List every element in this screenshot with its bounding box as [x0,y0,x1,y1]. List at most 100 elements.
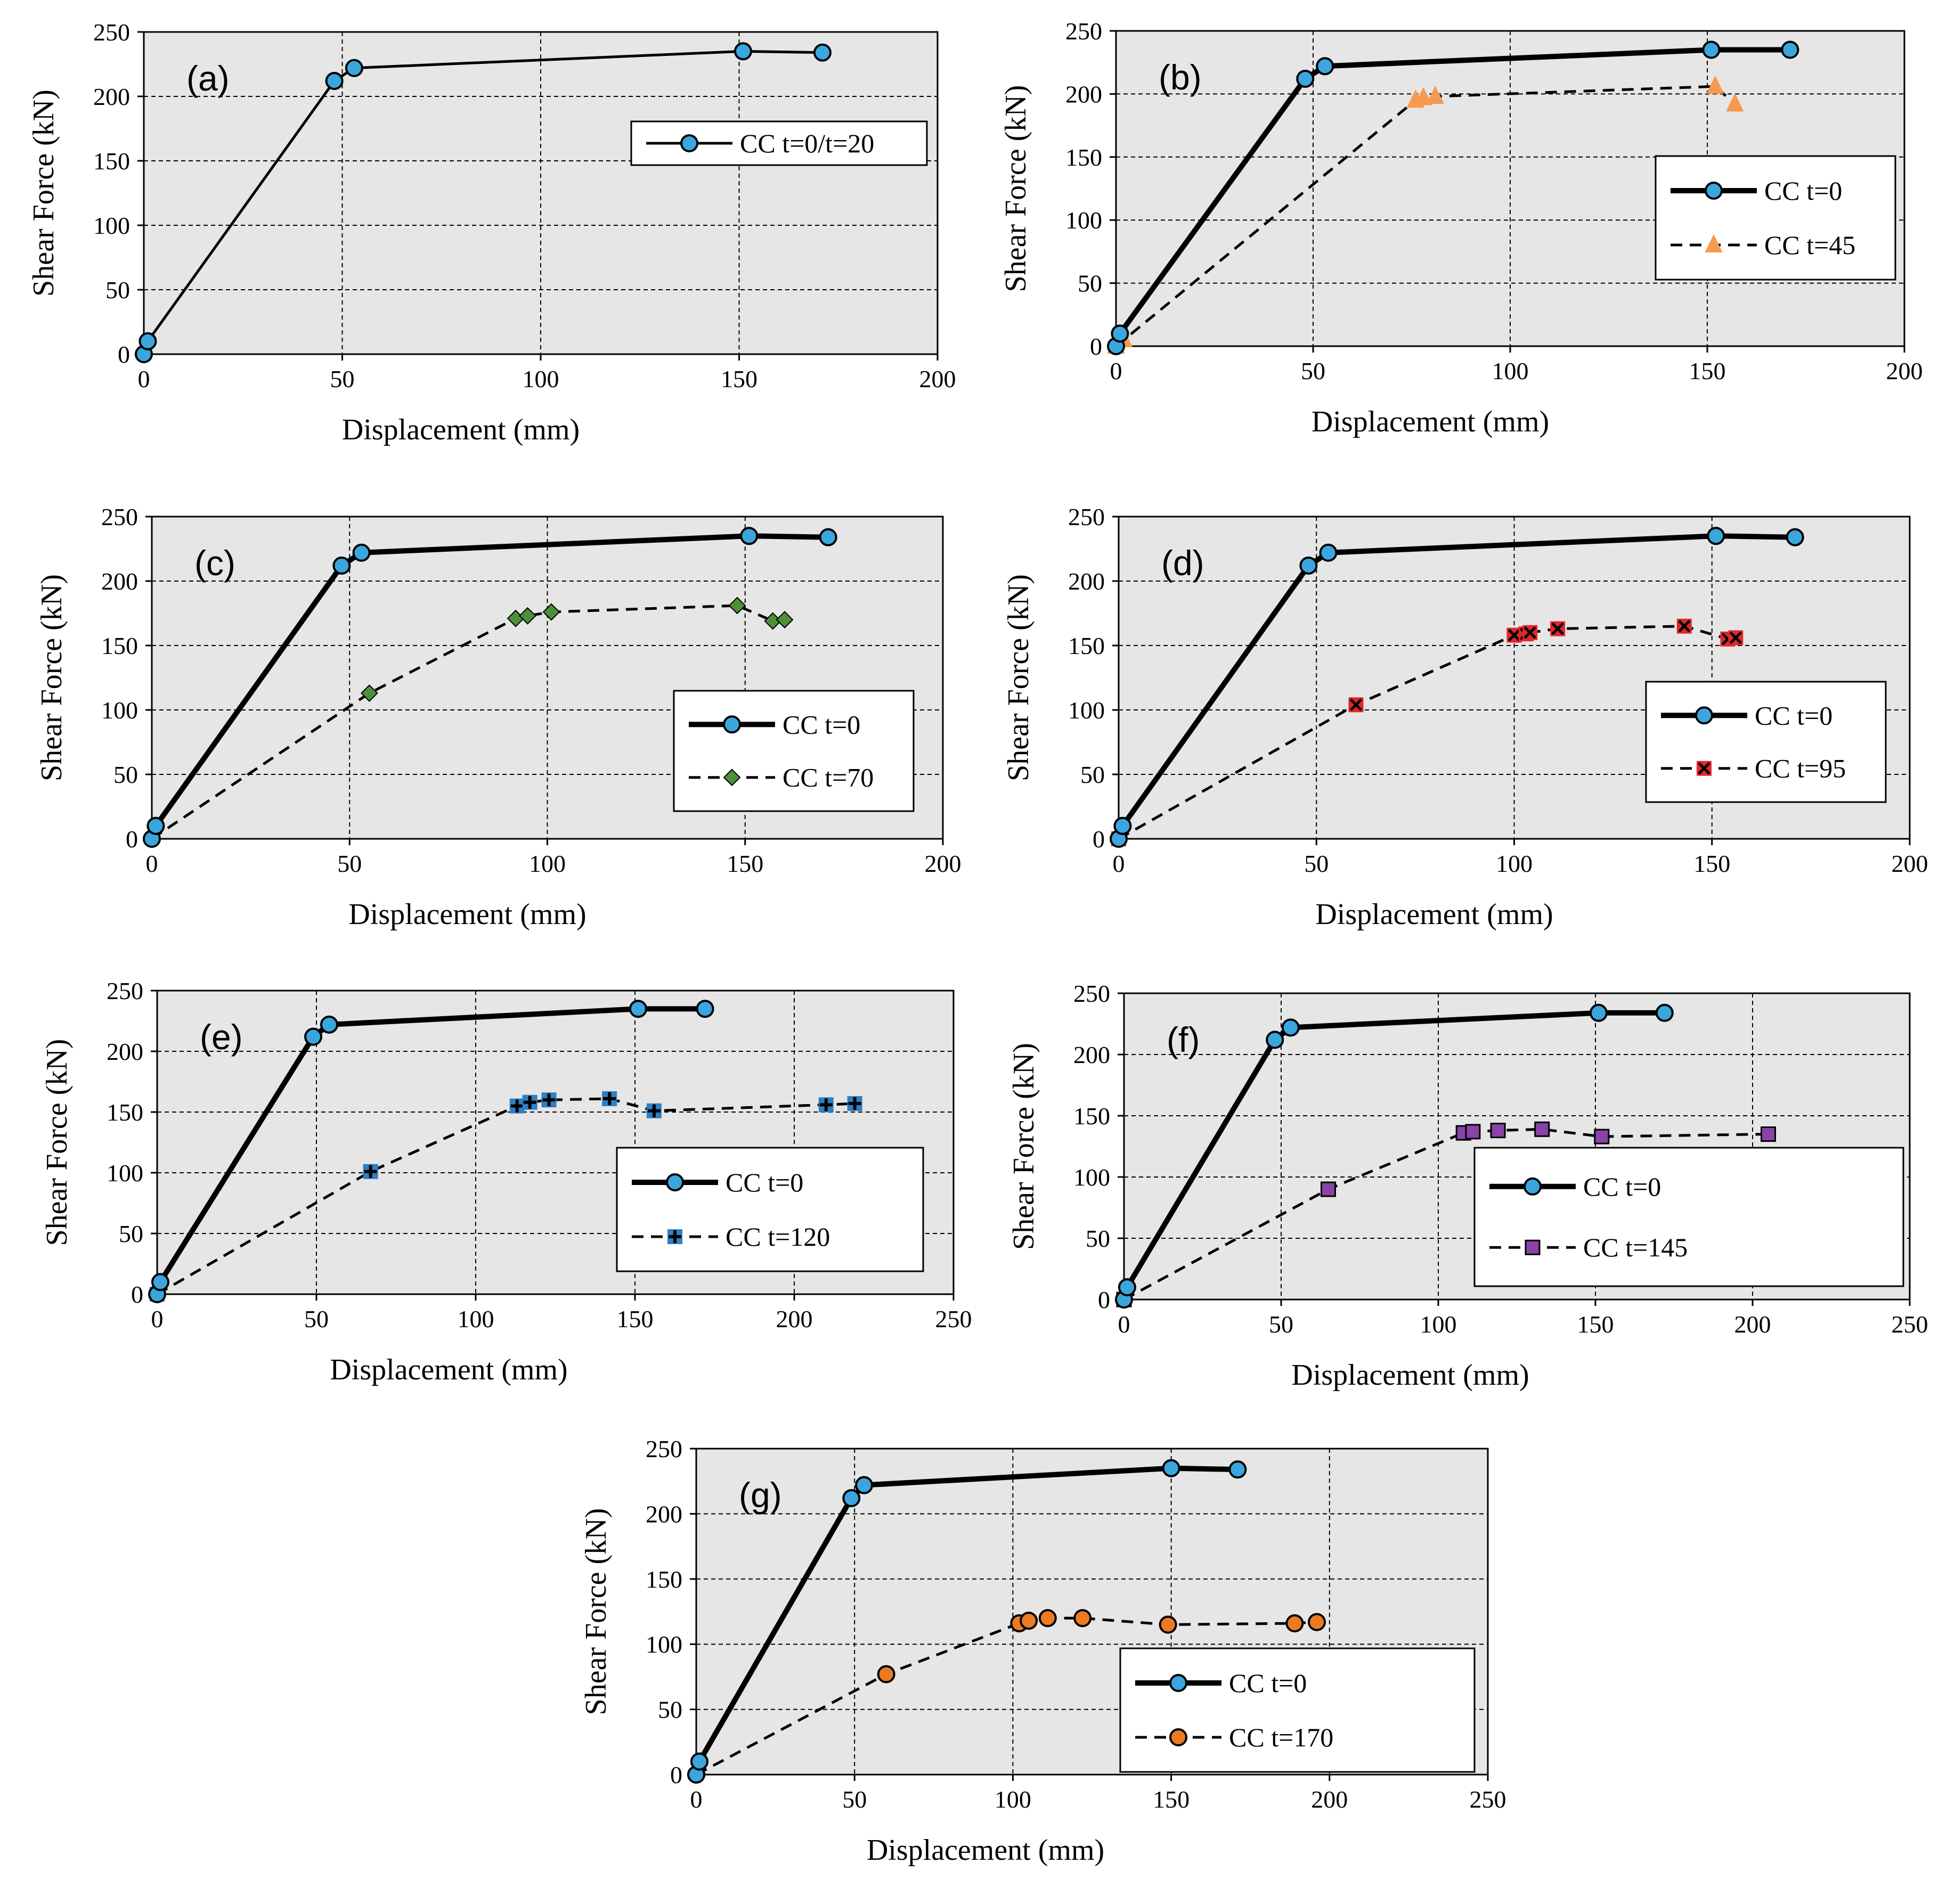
legend-label: CC t=0/t=20 [740,128,874,158]
x-axis-title: Displacement (mm) [867,1834,1104,1867]
data-point-cross [819,1098,833,1112]
triangle-marker-icon [1705,234,1723,253]
y-tick-label: 100 [1073,1164,1110,1191]
data-point [1702,40,1721,59]
square-x-marker-icon-cross [1698,762,1710,775]
data-point [1522,625,1538,640]
data-point [332,556,351,575]
x-tick-label: 0 [1118,1311,1130,1338]
circle-marker-icon [1169,1673,1187,1692]
x-tick-label: 0 [690,1786,703,1813]
y-tick-label: 100 [107,1159,143,1187]
data-point [1706,75,1724,94]
data-point [352,543,371,562]
legend: CC t=0 CC t=120 [616,1147,924,1272]
y-tick-label: 0 [1098,1286,1110,1313]
x-tick-label: 100 [529,850,566,877]
y-tick-label: 150 [1073,1102,1110,1130]
legend-label: CC t=70 [783,763,874,792]
chart-panel-c: 0 50 100 150 200 0 50 100 150 200 250 Displacement … [35,503,962,931]
legend: CC t=0 CC t=145 [1473,1147,1904,1287]
data-point [1159,1615,1177,1634]
data-point [1550,621,1566,636]
x-tick-label: 150 [721,365,757,393]
data-point [847,1096,862,1112]
x-tick-label: 250 [1470,1786,1506,1813]
y-tick-label: 250 [1073,980,1110,1007]
y-axis-title: Shear Force (kN) [1007,1043,1040,1250]
circle-marker-icon [723,715,741,734]
legend-label: CC t=0 [783,709,860,739]
data-point-cross [1678,619,1691,633]
y-tick-label: 50 [658,1696,682,1723]
panel-label: (g) [739,1475,782,1515]
plot-border [695,1448,1489,1776]
y-tick-label: 200 [1073,1041,1110,1068]
y-tick-label: 50 [1080,761,1105,788]
chart-panel-b: 0 50 100 150 200 0 50 100 150 200 250 Displacement … [999,18,1923,438]
y-tick-label: 250 [93,19,130,46]
data-point [602,1091,617,1106]
x-tick-label: 150 [727,850,763,877]
data-point [696,1000,714,1018]
chart-panel-g: 0 50 100 150 200 250 0 50 100 150 200 250 Displaceme… [580,1435,1506,1867]
x-tick-label: 0 [1113,850,1125,877]
data-point [1281,1018,1300,1037]
data-point [146,816,165,835]
data-point [855,1476,874,1494]
legend: CC t=0 CC t=70 [673,690,915,812]
data-point [1465,1124,1481,1140]
data-point [690,1752,708,1771]
legend-label: CC t=95 [1755,754,1846,783]
y-tick-label: 250 [1068,503,1105,530]
x-tick-label: 100 [1420,1311,1457,1338]
y-tick-label: 50 [1078,270,1102,297]
data-point [1348,697,1364,713]
data-point-cross [510,1099,524,1113]
square-marker-icon [1525,1239,1541,1255]
y-tick-label: 0 [118,341,130,368]
legend-box [673,690,915,812]
data-point [776,611,794,629]
y-axis-title: Shear Force (kN) [40,1039,74,1246]
x-tick-label: 50 [1301,357,1325,385]
data-point-cross [542,1093,556,1107]
data-point [1490,1123,1506,1139]
data-point [1426,85,1444,104]
data-point [813,43,832,62]
data-point [1707,527,1725,545]
x-tick-label: 0 [151,1305,164,1333]
legend: CC t=0 CC t=170 [1119,1647,1476,1773]
x-axis-title: Displacement (mm) [348,898,586,931]
y-tick-label: 150 [101,632,138,659]
data-point [818,1097,834,1113]
diamond-marker-icon [723,769,741,787]
data-point [842,1489,861,1508]
circle-marker-icon [1524,1177,1542,1196]
x-tick-label: 50 [304,1305,329,1333]
data-point [1321,1181,1336,1197]
y-tick-label: 150 [93,148,130,175]
y-axis-title: Shear Force (kN) [580,1508,613,1715]
y-tick-label: 250 [646,1435,682,1462]
circle-marker-icon [1169,1728,1187,1747]
y-tick-label: 0 [126,826,138,853]
data-point [151,1273,169,1292]
y-axis-title: Shear Force (kN) [999,85,1032,292]
data-point [320,1015,338,1034]
y-tick-label: 100 [93,212,130,239]
x-tick-label: 50 [337,850,362,877]
y-tick-label: 100 [101,697,138,724]
series-line-damaged [156,1097,855,1296]
data-point [1726,93,1744,112]
chart-panel-d: 0 50 100 150 200 0 50 100 150 200 250 Displacement … [1002,503,1928,931]
plus-marker-icon [667,1229,682,1245]
x-tick-label: 250 [935,1305,972,1333]
data-point [1594,1129,1610,1145]
y-tick-label: 250 [101,503,138,530]
x-tick-label: 200 [1734,1311,1771,1338]
data-point [1111,324,1129,343]
x-tick-label: 100 [995,1786,1031,1813]
